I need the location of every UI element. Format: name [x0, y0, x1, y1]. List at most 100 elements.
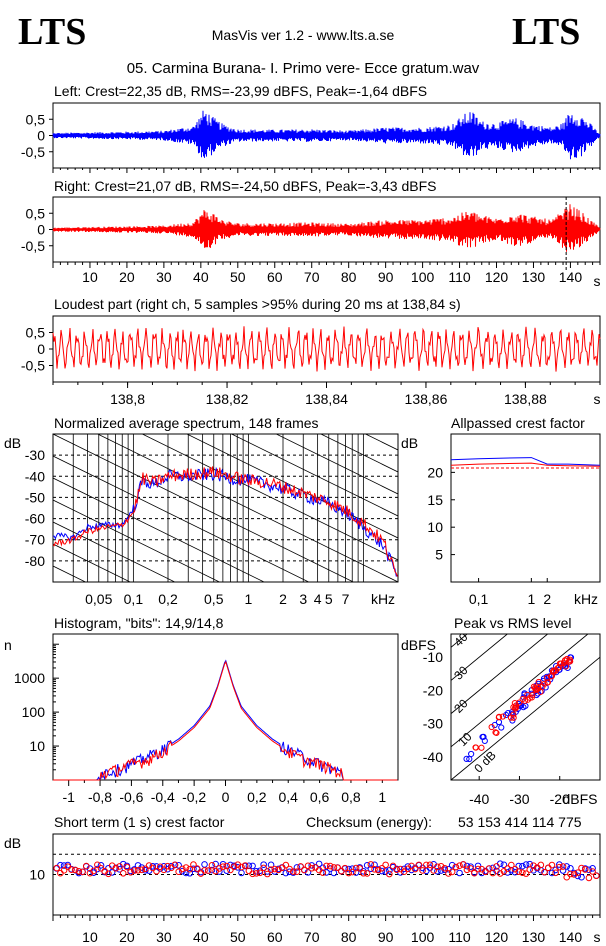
short-term-point-right: [457, 863, 463, 869]
right-waveform-xtick-label: 70: [304, 269, 320, 285]
allpassed-ytick-label: 20: [427, 464, 443, 480]
short-term-point-right: [172, 862, 178, 868]
spectrum-xtick-label: 0,05: [85, 591, 112, 607]
peak-rms-point-right: [479, 745, 484, 750]
peak-rms-ytick-label: -10: [423, 649, 443, 665]
peak-vs-rms-title: Peak vs RMS level: [454, 615, 571, 631]
spectrum-xtick-label: 3: [299, 591, 307, 607]
allpassed-xtick-label: 0,1: [469, 591, 489, 607]
left-waveform-title: Left: Crest=22,35 dB, RMS=-23,99 dBFS, P…: [54, 83, 427, 99]
masvis-report: LTS LTS MasVis ver 1.2 - www.lts.a.se 05…: [0, 0, 606, 946]
allpassed-x-unit: kHz: [574, 591, 598, 607]
spectrum-diagonal: [53, 588, 398, 758]
spectrum-diagonal: [53, 302, 398, 472]
loudest-part-ytick-label: 0,5: [26, 325, 46, 341]
short-term-point-right: [80, 869, 86, 875]
allpassed-xtick-label: 2: [543, 591, 551, 607]
short-term-point-left: [457, 870, 463, 876]
peak-rms-ytick-label: -20: [423, 682, 443, 698]
right-waveform-x-unit: s: [594, 273, 601, 289]
short-term-xtick-label: 70: [304, 929, 320, 945]
loudest-part-x-unit: s: [594, 391, 601, 407]
short-term-xtick-label: 90: [378, 929, 394, 945]
histogram-xtick-label: -0,4: [151, 789, 175, 805]
logo-left: LTS: [18, 11, 86, 53]
short-term-point-right: [586, 875, 592, 881]
right-waveform-title: Right: Crest=21,07 dB, RMS=-24,50 dBFS, …: [54, 178, 436, 194]
spectrum-diagonal: [53, 434, 398, 604]
short-term-xtick-label: 40: [193, 929, 209, 945]
peak-rms-ytick-label: -30: [423, 716, 443, 732]
short-term-point-right: [120, 870, 126, 876]
loudest-part-ytick-label: 0: [37, 341, 45, 357]
short-term-xtick-label: 20: [119, 929, 135, 945]
short-term-point-right: [383, 862, 389, 868]
short-term-xtick-label: 100: [411, 929, 435, 945]
right-waveform-xtick-label: 130: [522, 269, 546, 285]
short-term-point-right: [58, 870, 64, 876]
histogram-xtick-label: -0,8: [88, 789, 112, 805]
right-waveform-xtick-label: 10: [82, 269, 98, 285]
histogram-xtick-label: -0,6: [119, 789, 143, 805]
histogram-series-left: [53, 661, 397, 780]
spectrum-diagonal: [53, 500, 398, 670]
right-waveform-xtick-label: 40: [193, 269, 209, 285]
histogram-xtick-label: 0: [222, 789, 230, 805]
left-waveform-ytick-label: 0,5: [26, 111, 46, 127]
right-waveform-xtick-label: 140: [559, 269, 583, 285]
right-waveform-series: [53, 204, 600, 252]
spectrum-ytick-label: -80: [25, 553, 45, 569]
histogram-xtick-label: 0,4: [278, 789, 298, 805]
short-term-point-right: [564, 874, 570, 880]
checksum-value: 53 153 414 114 775: [458, 814, 582, 830]
histogram-frame: [53, 634, 398, 780]
right-waveform-xtick-label: 30: [156, 269, 172, 285]
spectrum-ytick-label: -30: [25, 447, 45, 463]
right-waveform-xtick-label: 60: [267, 269, 283, 285]
spectrum-xtick-label: 0,5: [204, 591, 224, 607]
spectrum-xtick-label: 7: [342, 591, 350, 607]
app-title: MasVis ver 1.2 - www.lts.a.se: [212, 27, 395, 43]
right-waveform-xtick-label: 90: [378, 269, 394, 285]
short-term-point-left: [250, 863, 256, 869]
right-waveform-xtick-label: 100: [411, 269, 435, 285]
spectrum-xtick-label: 2: [279, 591, 287, 607]
spectrum-title: Normalized average spectrum, 148 frames: [54, 415, 319, 431]
allpassed-ylabel: dB: [401, 435, 418, 451]
short-term-ylabel: dB: [4, 835, 21, 851]
peak-rms-xtick-label: -20: [550, 791, 570, 807]
loudest-part-xtick-label: 138,84: [305, 391, 348, 407]
right-waveform-ytick-label: -0,5: [21, 238, 45, 254]
histogram-xtick-label: 0,2: [247, 789, 267, 805]
loudest-part-xtick-label: 138,86: [405, 391, 448, 407]
spectrum-ytick-label: -50: [25, 489, 45, 505]
allpassed-ytick-label: 5: [435, 547, 443, 563]
spectrum-x-unit: kHz: [371, 591, 395, 607]
spectrum-diagonal: [53, 522, 398, 692]
peak-rms-xtick-label: -30: [509, 791, 529, 807]
histogram-xtick-label: -1: [62, 789, 75, 805]
short-term-xtick-label: 80: [341, 929, 357, 945]
spectrum-diagonal: [53, 346, 398, 516]
peak-rms-xtick-label: -40: [469, 791, 489, 807]
left-waveform-series: [53, 111, 600, 159]
short-term-xtick-label: 140: [559, 929, 583, 945]
short-term-xtick-label: 60: [267, 929, 283, 945]
short-term-point-right: [594, 873, 600, 879]
allpassed-ytick-label: 15: [427, 492, 443, 508]
short-term-point-right: [579, 865, 585, 871]
histogram-series-right: [53, 662, 397, 780]
loudest-part-xtick-label: 138,82: [206, 391, 249, 407]
right-waveform-xtick-label: 50: [230, 269, 246, 285]
peak-rms-ytick-label: -40: [423, 749, 443, 765]
spectrum-xtick-label: 1: [244, 591, 252, 607]
short-term-point-right: [205, 868, 211, 874]
short-term-point-right: [176, 869, 182, 875]
spectrum-ytick-label: -70: [25, 532, 45, 548]
short-term-xtick-label: 110: [448, 929, 471, 945]
right-waveform-ytick-label: 0,5: [26, 205, 46, 221]
peak-rms-point-left: [469, 751, 474, 756]
spectrum-ytick-label: -40: [25, 468, 45, 484]
spectrum-xtick-label: 0,2: [158, 591, 178, 607]
short-term-xtick-label: 120: [485, 929, 509, 945]
